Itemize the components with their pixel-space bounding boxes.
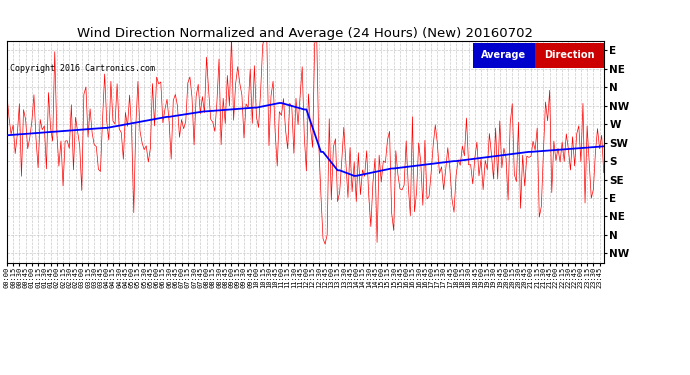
Text: Direction: Direction [544,50,595,60]
Text: Average: Average [481,50,526,60]
Title: Wind Direction Normalized and Average (24 Hours) (New) 20160702: Wind Direction Normalized and Average (2… [77,27,533,40]
Text: Copyright 2016 Cartronics.com: Copyright 2016 Cartronics.com [10,64,155,73]
